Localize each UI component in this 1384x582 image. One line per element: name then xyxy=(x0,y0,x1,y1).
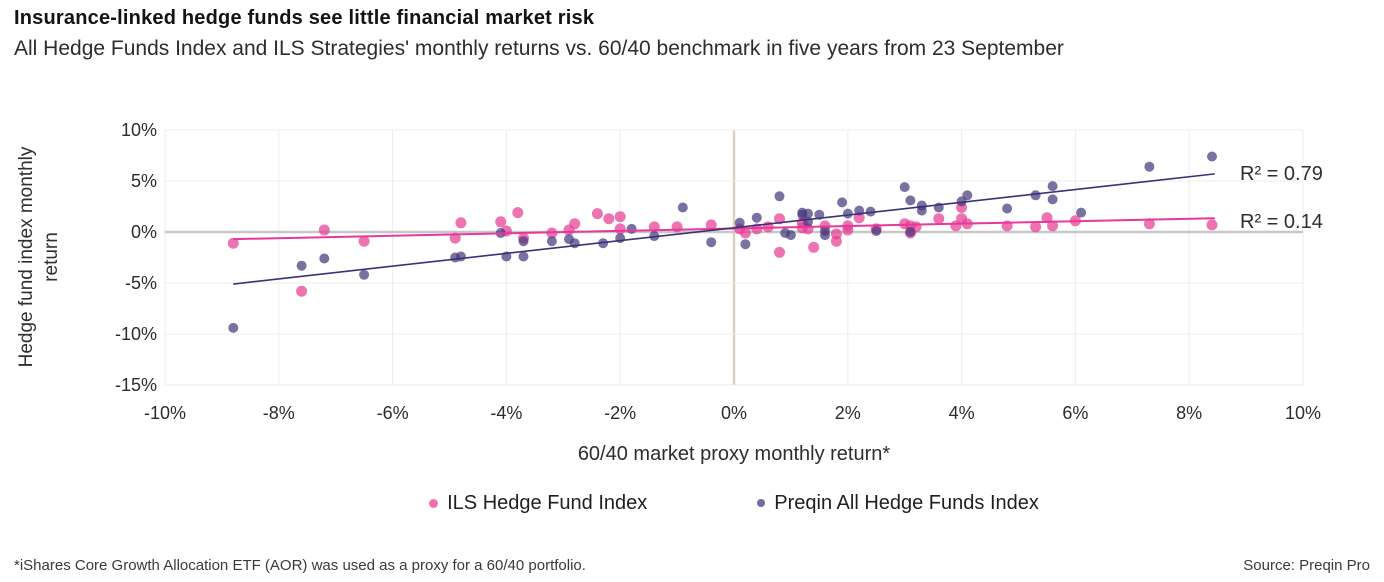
page-subtitle: All Hedge Funds Index and ILS Strategies… xyxy=(14,37,1064,60)
preqin-data-point xyxy=(785,230,796,241)
x-tick-label: -4% xyxy=(490,403,523,423)
preqin-data-point xyxy=(916,205,927,216)
preqin-data-point xyxy=(626,223,637,234)
legend-item-preqin: Preqin All Hedge Funds Index xyxy=(757,492,1039,515)
ils-data-point xyxy=(808,241,820,253)
preqin-data-point xyxy=(518,251,529,262)
x-tick-label: 10% xyxy=(1284,403,1322,423)
x-tick-label: -2% xyxy=(604,403,637,423)
y-tick-label: -5% xyxy=(124,273,157,293)
x-tick-label: 6% xyxy=(1062,403,1089,423)
preqin-data-point xyxy=(803,208,813,219)
preqin-data-point xyxy=(865,206,876,217)
ils-data-point xyxy=(614,223,626,235)
preqin-trendline xyxy=(233,173,1215,285)
preqin-data-point xyxy=(455,251,466,262)
y-tick-label: -15% xyxy=(114,375,157,395)
ils-data-point xyxy=(1030,221,1042,233)
x-tick-label: -8% xyxy=(262,403,295,423)
ils-data-point xyxy=(569,218,581,230)
y-tick-label: 5% xyxy=(130,171,157,191)
preqin-data-point xyxy=(837,197,848,208)
x-tick-label: -6% xyxy=(376,403,409,423)
ils-data-point xyxy=(705,219,717,231)
ils-data-point xyxy=(296,285,308,297)
x-tick-label: 2% xyxy=(834,403,861,423)
legend-item-ils: ILS Hedge Fund Index xyxy=(429,492,647,515)
ils-data-point xyxy=(614,211,626,223)
preqin-data-point xyxy=(871,226,882,236)
ils-data-point xyxy=(455,217,467,229)
preqin-data-point xyxy=(962,190,973,201)
ils-data-point xyxy=(774,246,785,258)
preqin-data-point xyxy=(774,191,785,202)
preqin-data-point xyxy=(734,217,745,228)
legend-label-ils: ILS Hedge Fund Index xyxy=(447,491,648,514)
x-tick-label: 0% xyxy=(720,403,747,423)
preqin-data-point xyxy=(803,216,813,227)
preqin-data-point xyxy=(706,237,717,248)
legend-label-preqin: Preqin All Hedge Funds Index xyxy=(774,491,1039,514)
scatter-plot-svg xyxy=(164,129,1304,386)
preqin-data-point xyxy=(751,212,762,223)
ils-data-point xyxy=(1047,220,1059,232)
ils-data-point xyxy=(603,213,615,225)
ils-data-point xyxy=(842,224,854,236)
preqin-data-point xyxy=(1047,181,1058,192)
preqin-data-point xyxy=(899,182,910,193)
ils-data-point xyxy=(739,227,751,239)
ils-data-point xyxy=(495,216,507,228)
preqin-data-point xyxy=(905,195,916,206)
preqin-data-point xyxy=(842,208,853,219)
preqin-data-point xyxy=(359,269,370,280)
ils-data-point xyxy=(853,212,865,224)
preqin-legend-dot-icon xyxy=(757,499,766,507)
preqin-data-point xyxy=(518,236,529,247)
y-tick-label: -10% xyxy=(114,324,157,344)
ils-data-point xyxy=(774,213,785,225)
x-axis-title: 60/40 market proxy monthly return* xyxy=(577,443,891,465)
footnote: *iShares Core Growth Allocation ETF (AOR… xyxy=(14,557,586,574)
x-tick-label: -10% xyxy=(143,403,187,423)
plot-area xyxy=(164,129,1304,386)
ils-data-point xyxy=(591,208,603,220)
ils-data-point xyxy=(358,235,370,247)
ils-data-point xyxy=(1041,212,1053,224)
source-credit: Source: Preqin Pro xyxy=(1243,557,1370,574)
ils-data-point xyxy=(318,224,330,236)
preqin-data-point xyxy=(1144,161,1155,172)
y-tick-label: 0% xyxy=(130,222,157,242)
preqin-data-point xyxy=(1030,190,1041,201)
x-tick-label: 4% xyxy=(948,403,975,423)
chart-legend: ILS Hedge Fund Index Preqin All Hedge Fu… xyxy=(165,489,1303,517)
preqin-data-point xyxy=(820,230,830,241)
preqin-data-point xyxy=(319,253,330,264)
preqin-data-point xyxy=(228,322,239,333)
preqin-data-point xyxy=(1207,151,1217,162)
r2-label-preqin: R² = 0.79 xyxy=(1240,163,1323,185)
preqin-data-point xyxy=(740,239,751,250)
ils-data-point xyxy=(1143,218,1155,230)
ils-data-point xyxy=(1206,219,1218,231)
y-tick-label: 10% xyxy=(120,120,157,140)
ils-legend-dot-icon xyxy=(429,498,439,508)
ils-data-point xyxy=(830,235,842,247)
preqin-data-point xyxy=(1076,207,1087,218)
x-tick-label: 8% xyxy=(1176,403,1203,423)
preqin-data-point xyxy=(905,227,916,237)
ils-data-point xyxy=(227,237,239,249)
ils-data-point xyxy=(933,213,945,225)
preqin-data-point xyxy=(296,260,307,271)
page-title: Insurance-linked hedge funds see little … xyxy=(14,7,595,29)
ils-data-point xyxy=(512,207,524,219)
r2-label-ils: R² = 0.14 xyxy=(1240,211,1323,233)
preqin-data-point xyxy=(677,202,688,213)
preqin-data-point xyxy=(546,236,557,247)
preqin-data-point xyxy=(1047,194,1058,205)
preqin-data-point xyxy=(1002,203,1013,214)
